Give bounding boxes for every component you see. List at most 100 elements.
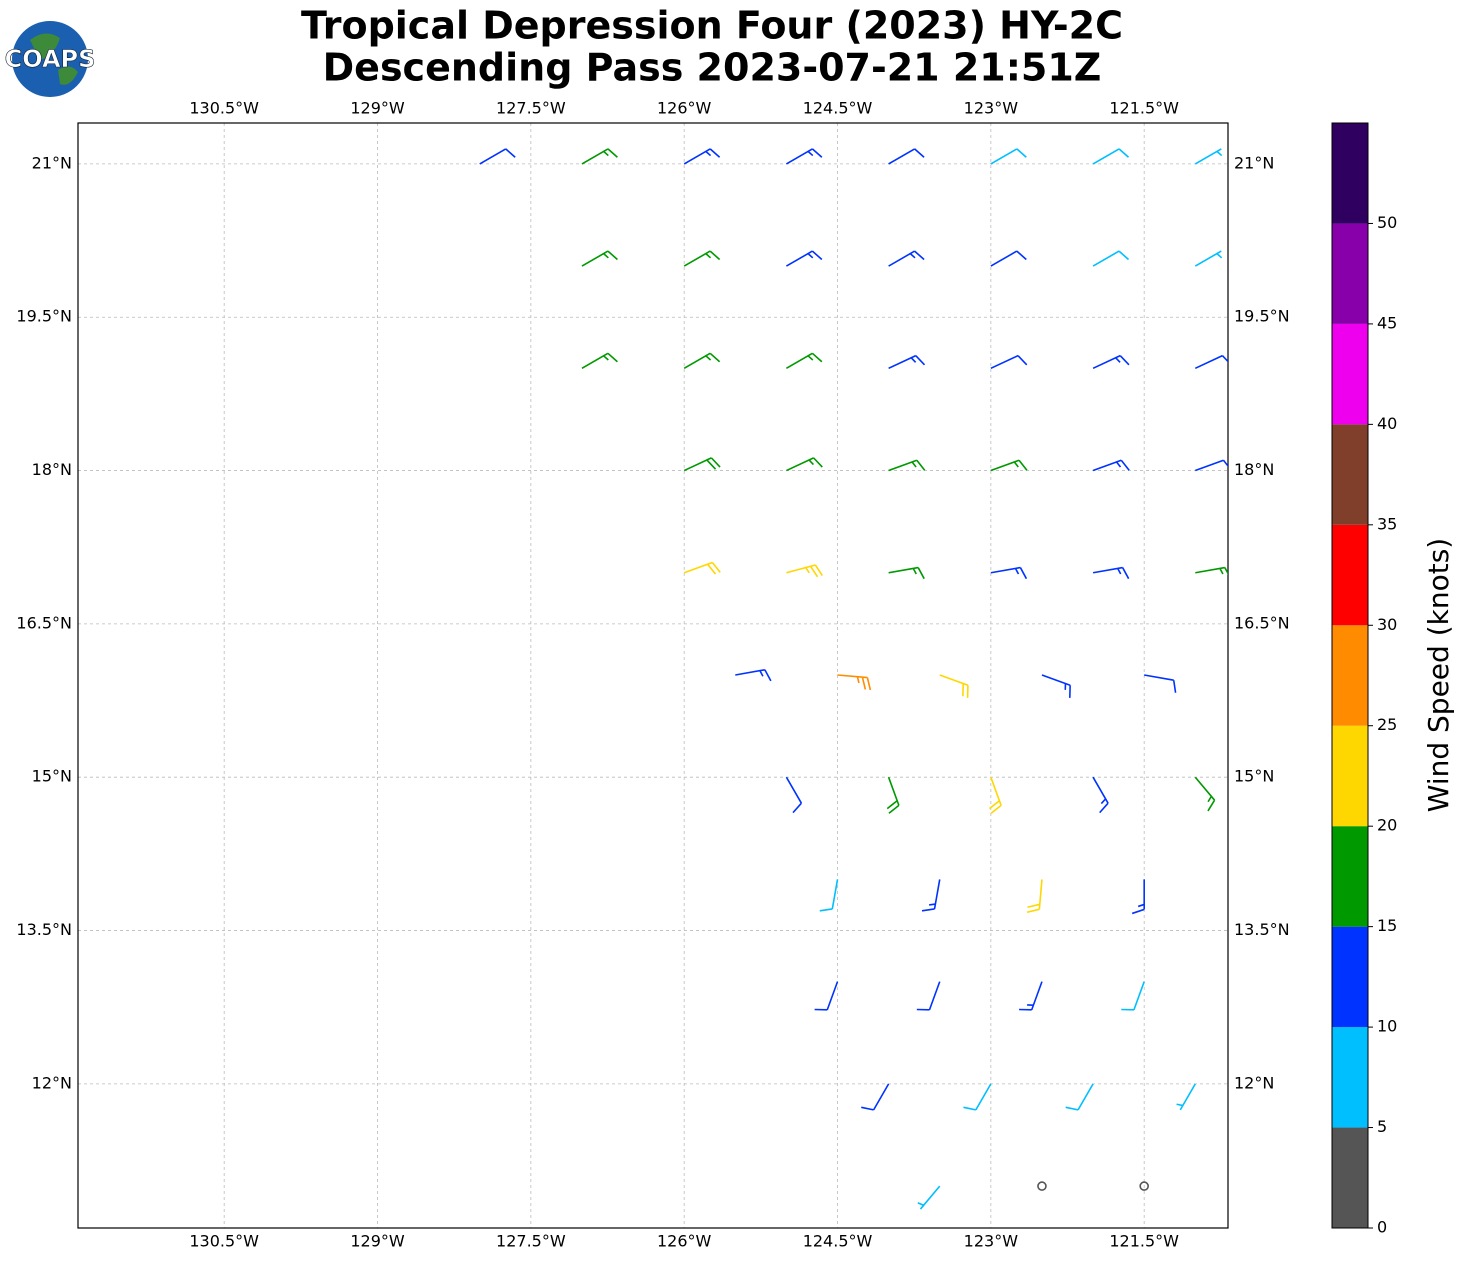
wind-barb	[683, 148, 721, 165]
wind-barb	[939, 674, 969, 698]
plot-frame	[77, 122, 1229, 1229]
colorbar-tick-label: 30	[1377, 615, 1397, 634]
wind-barb	[735, 668, 772, 682]
colorbar-band	[1332, 625, 1368, 726]
wind-barb	[581, 250, 618, 267]
wind-barb	[786, 457, 823, 472]
wind-barb	[786, 564, 824, 578]
colorbar-band	[1332, 725, 1368, 827]
x-tick-label: 130.5°W	[189, 99, 259, 118]
x-tick-label: 127.5°W	[496, 1232, 566, 1251]
x-tick-label: 121.5°W	[1109, 99, 1179, 118]
wind-barb	[921, 879, 941, 912]
wind-barb	[1194, 776, 1216, 812]
chart-title: Tropical Depression Four (2023) HY-2C	[301, 4, 1123, 48]
wind-barb	[990, 566, 1028, 580]
x-tick-label: 129°W	[350, 1232, 405, 1251]
wind-barb	[861, 1083, 890, 1111]
wind-barb	[683, 352, 721, 370]
wind-barb	[990, 250, 1027, 267]
wind-barb	[786, 148, 823, 165]
wind-barb	[785, 776, 803, 814]
y-tick-label: 13.5°N	[1234, 920, 1290, 939]
wind-barb	[1195, 566, 1228, 576]
wind-barb	[1065, 1083, 1094, 1111]
wind-barb	[990, 148, 1027, 165]
x-tick-label: 121.5°W	[1109, 1232, 1179, 1251]
colorbar-band	[1332, 1127, 1368, 1228]
colorbar-tick-label: 20	[1377, 816, 1397, 835]
wind-barb	[1037, 1181, 1047, 1191]
y-tick-label: 13.5°N	[16, 920, 72, 939]
wind-barb	[888, 459, 926, 472]
chart-subtitle: Descending Pass 2023-07-21 21:51Z	[323, 46, 1102, 90]
colorbar-tick-label: 15	[1377, 916, 1397, 935]
y-tick-label: 16.5°N	[1234, 613, 1290, 632]
logo: COAPS	[4, 21, 96, 97]
wind-barb	[1194, 250, 1223, 267]
wind-barb	[1176, 1083, 1196, 1111]
colorbar-band	[1332, 323, 1368, 425]
wind-barb	[888, 148, 925, 165]
wind-barb	[886, 776, 900, 814]
logo-text: COAPS	[5, 45, 96, 73]
x-tick-label: 130.5°W	[189, 1232, 259, 1251]
colorbar-tick-label: 5	[1377, 1117, 1387, 1136]
colorbar-tick-label: 35	[1377, 514, 1397, 533]
y-tick-label: 15°N	[1234, 767, 1274, 786]
wind-barb	[479, 148, 516, 165]
wind-barb	[683, 250, 721, 267]
wind-barb	[1121, 981, 1145, 1011]
x-tick-label: 126°W	[657, 1232, 712, 1251]
wind-barb	[683, 561, 721, 575]
wind-barb	[1092, 459, 1130, 472]
colorbar-frame	[1331, 122, 1369, 1229]
y-tick-label: 19.5°N	[1234, 307, 1290, 326]
colorbar-label: Wind Speed (knots)	[1422, 538, 1455, 812]
wind-barb	[1194, 354, 1228, 370]
colorbar-band	[1332, 223, 1368, 324]
x-tick-label: 127.5°W	[496, 99, 566, 118]
wind-barb	[1092, 148, 1130, 165]
wind-barb	[1144, 674, 1177, 693]
y-tick-label: 18°N	[32, 460, 72, 479]
wind-barb	[888, 566, 925, 580]
wind-barb	[916, 981, 941, 1011]
colorbar-tick-label: 10	[1377, 1017, 1397, 1036]
colorbar-band	[1332, 826, 1368, 927]
wind-barb	[1041, 674, 1071, 698]
wind-barb	[888, 250, 925, 267]
colorbar-band	[1332, 926, 1368, 1028]
y-tick-label: 12°N	[32, 1073, 72, 1092]
x-tick-label: 123°W	[964, 99, 1019, 118]
wind-barb	[1194, 148, 1223, 165]
logo-land	[30, 33, 78, 85]
wind-barb	[990, 459, 1028, 472]
y-tick-label: 18°N	[1234, 460, 1274, 479]
colorbar-tick-label: 0	[1377, 1218, 1387, 1237]
wind-barb	[1092, 566, 1130, 580]
x-tick-label: 124.5°W	[803, 99, 873, 118]
colorbar-tick-label: 45	[1377, 313, 1397, 332]
x-tick-label: 126°W	[657, 99, 712, 118]
colorbar-band	[1332, 123, 1368, 224]
wind-barb	[786, 352, 823, 370]
wind-barb	[1195, 459, 1228, 472]
y-tick-label: 21°N	[32, 153, 72, 172]
wind-barb	[814, 981, 839, 1011]
colorbar-tick-label: 40	[1377, 414, 1397, 433]
wind-barb	[1139, 1181, 1149, 1191]
y-tick-label: 16.5°N	[16, 613, 72, 632]
wind-barb	[990, 354, 1028, 370]
wind-barb	[581, 352, 618, 370]
y-tick-label: 21°N	[1234, 153, 1274, 172]
wind-barb	[1092, 250, 1130, 267]
barbs	[479, 148, 1228, 1210]
x-tick-label: 129°W	[350, 99, 405, 118]
wind-barb	[786, 250, 823, 267]
wind-barb	[917, 1185, 941, 1210]
y-tick-label: 12°N	[1234, 1073, 1274, 1092]
wind-barb	[1131, 879, 1145, 915]
wind-barb	[1092, 776, 1109, 814]
